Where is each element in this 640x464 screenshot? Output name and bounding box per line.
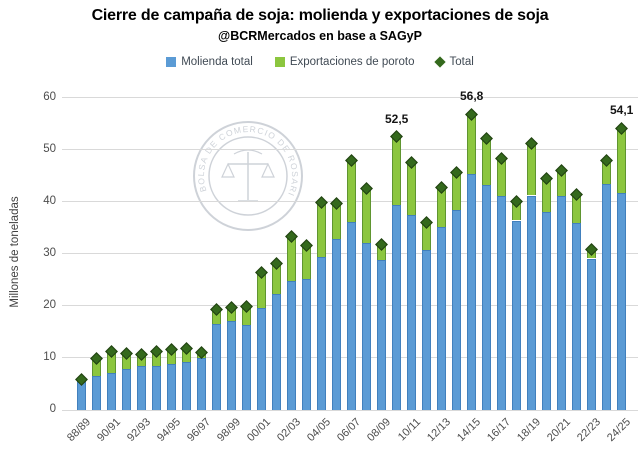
bar-molienda-04-05 [317,256,327,410]
bar-molienda-12-13 [437,227,447,410]
legend-square-icon [166,57,177,67]
bar-molienda-89-90 [92,375,102,410]
chart-subtitle: @BCRMercados en base a SAGyP [218,29,422,43]
bar-exportaciones-02-03 [287,236,297,281]
watermark-seal: BOLSA DE COMERCIO DE ROSARIO [190,118,303,231]
legend-item-3: Total [434,56,474,68]
legend-label: Molienda total [181,56,253,68]
bar-molienda-11-12 [422,250,432,410]
bar-molienda-17-18 [512,220,522,410]
y-tick-label-60: 60 [43,90,56,103]
bar-molienda-13-14 [452,209,462,410]
bar-molienda-15-16 [482,185,492,410]
bar-molienda-16-17 [497,195,507,410]
bar-molienda-23-24 [602,183,612,410]
legend-item-1: Molienda total [166,56,253,68]
legend: Molienda total Exportaciones de poroto Tot… [0,56,640,68]
bar-molienda-88-89 [77,381,87,410]
bar-molienda-02-03 [287,280,297,410]
bar-molienda-03-04 [302,279,312,410]
bar-exportaciones-04-05 [317,202,327,257]
bar-molienda-90-91 [107,372,117,410]
bar-molienda-10-11 [407,214,417,410]
bar-molienda-00-01 [257,308,267,410]
bar-molienda-91-92 [122,369,132,410]
bar-molienda-98-99 [227,321,237,410]
legend-label: Exportaciones de poroto [289,56,415,68]
data-label-24-25: 54,1 [610,103,634,118]
bar-exportaciones-10-11 [407,162,417,215]
gridline-50 [62,149,638,151]
y-tick-label-20: 20 [43,298,56,311]
legend-item-2: Exportaciones de poroto [274,56,415,68]
bar-molienda-21-22 [572,223,582,410]
bar-molienda-14-15 [467,174,477,410]
bar-molienda-95-96 [182,361,192,410]
bar-molienda-94-95 [167,363,177,410]
bar-exportaciones-06-07 [347,160,357,223]
bar-molienda-01-02 [272,294,282,410]
data-label-09-10: 52,5 [385,111,409,126]
bar-molienda-22-23 [587,258,597,410]
bar-exportaciones-14-15 [467,114,477,175]
bar-exportaciones-24-25 [617,128,627,194]
bar-molienda-99-00 [242,324,252,410]
bar-exportaciones-07-08 [362,188,372,244]
gridline-0 [62,409,638,411]
gridline-60 [62,97,638,99]
bar-exportaciones-15-16 [482,138,492,186]
y-tick-label-0: 0 [49,403,56,415]
bar-molienda-96-97 [197,357,207,410]
bar-molienda-20-21 [557,195,567,410]
bar-molienda-92-93 [137,365,147,410]
bar-molienda-19-20 [542,212,552,410]
bar-exportaciones-09-10 [392,136,402,206]
legend-label: Total [449,56,474,68]
bar-molienda-97-98 [212,323,222,410]
bar-molienda-07-08 [362,243,372,410]
bar-exportaciones-18-19 [527,143,537,196]
y-tick-label-50: 50 [43,142,56,155]
legend-square-icon [274,57,285,67]
data-label-14-15: 56,8 [460,89,484,104]
bar-molienda-08-09 [377,259,387,410]
bar-molienda-24-25 [617,193,627,410]
bar-molienda-18-19 [527,195,537,410]
y-tick-label-40: 40 [43,194,56,207]
bar-molienda-05-06 [332,239,342,410]
bar-molienda-09-10 [392,205,402,410]
bar-molienda-93-94 [152,366,162,410]
chart-title: Cierre de campaña de soja: molienda y ex… [91,7,549,24]
y-tick-label-10: 10 [43,350,56,363]
bar-molienda-06-07 [347,222,357,410]
y-tick-label-30: 30 [43,246,56,259]
